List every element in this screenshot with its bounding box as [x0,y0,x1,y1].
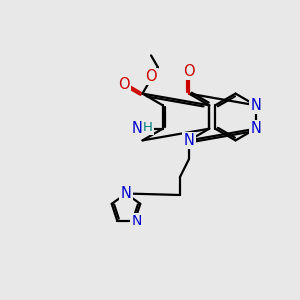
Text: N: N [250,121,261,136]
Text: N: N [132,121,143,136]
Text: H: H [143,121,153,134]
Text: N: N [250,98,261,113]
Text: O: O [118,77,129,92]
Text: N: N [131,214,142,228]
Text: N: N [184,133,194,148]
Text: O: O [183,64,195,79]
Text: O: O [146,69,157,84]
Text: N: N [121,186,131,201]
